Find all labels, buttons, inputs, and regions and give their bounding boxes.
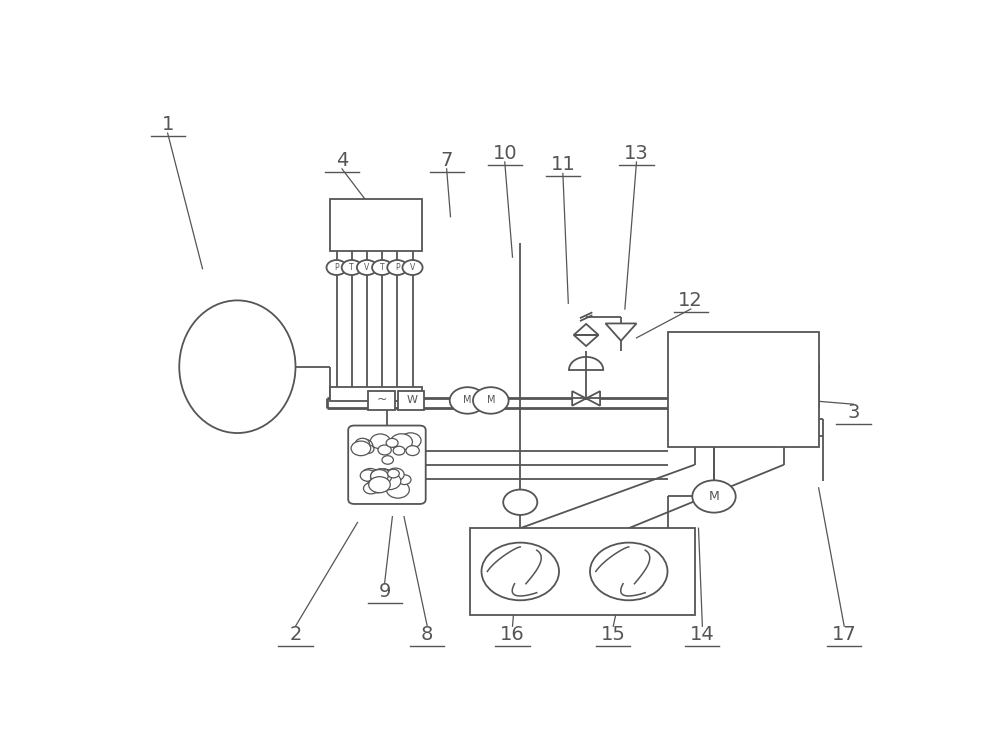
Circle shape bbox=[402, 260, 423, 275]
Circle shape bbox=[363, 483, 378, 494]
Circle shape bbox=[386, 478, 399, 488]
Text: 8: 8 bbox=[421, 625, 433, 644]
Circle shape bbox=[342, 260, 362, 275]
Circle shape bbox=[503, 490, 537, 515]
Polygon shape bbox=[574, 324, 599, 335]
Circle shape bbox=[386, 438, 398, 447]
Circle shape bbox=[372, 260, 392, 275]
Polygon shape bbox=[572, 391, 586, 406]
Circle shape bbox=[406, 446, 419, 455]
Circle shape bbox=[360, 470, 376, 482]
Bar bbox=[668, 332, 819, 447]
Text: 7: 7 bbox=[440, 151, 453, 170]
Text: 13: 13 bbox=[624, 144, 649, 163]
Text: P: P bbox=[334, 263, 339, 272]
Text: 1: 1 bbox=[161, 115, 174, 134]
Circle shape bbox=[362, 445, 374, 453]
Text: W: W bbox=[406, 395, 417, 405]
Text: 17: 17 bbox=[832, 625, 857, 644]
Circle shape bbox=[590, 542, 668, 600]
Text: M: M bbox=[463, 395, 472, 405]
Polygon shape bbox=[586, 391, 600, 406]
Circle shape bbox=[692, 480, 736, 512]
Bar bbox=[470, 528, 695, 615]
Circle shape bbox=[355, 439, 373, 452]
Text: 11: 11 bbox=[550, 155, 575, 175]
Text: 14: 14 bbox=[690, 625, 715, 644]
Text: 15: 15 bbox=[601, 625, 626, 644]
Circle shape bbox=[375, 478, 392, 491]
Text: T: T bbox=[380, 263, 384, 272]
Bar bbox=[330, 199, 422, 252]
Text: 10: 10 bbox=[492, 144, 517, 163]
Bar bbox=[330, 387, 422, 401]
Circle shape bbox=[378, 473, 401, 490]
Circle shape bbox=[351, 441, 371, 455]
Circle shape bbox=[382, 455, 393, 464]
Circle shape bbox=[387, 260, 407, 275]
Circle shape bbox=[393, 446, 405, 455]
Circle shape bbox=[371, 469, 392, 485]
Circle shape bbox=[362, 468, 379, 482]
Circle shape bbox=[327, 260, 347, 275]
Bar bbox=[368, 391, 395, 410]
Circle shape bbox=[370, 434, 390, 449]
Circle shape bbox=[371, 470, 388, 482]
FancyBboxPatch shape bbox=[348, 425, 426, 504]
Circle shape bbox=[374, 469, 393, 482]
Text: ~: ~ bbox=[377, 393, 388, 407]
Circle shape bbox=[388, 469, 399, 478]
Text: T: T bbox=[349, 263, 354, 272]
Text: M: M bbox=[709, 490, 719, 503]
Circle shape bbox=[450, 387, 485, 413]
Circle shape bbox=[378, 445, 391, 455]
Circle shape bbox=[387, 468, 404, 481]
Text: M: M bbox=[487, 395, 495, 405]
Text: V: V bbox=[410, 263, 415, 272]
Text: V: V bbox=[364, 263, 370, 272]
Circle shape bbox=[473, 387, 509, 413]
Circle shape bbox=[400, 433, 421, 449]
Text: 2: 2 bbox=[289, 625, 302, 644]
Text: 3: 3 bbox=[847, 404, 860, 422]
Text: 4: 4 bbox=[336, 151, 348, 170]
Circle shape bbox=[482, 542, 559, 600]
Text: 9: 9 bbox=[378, 582, 391, 601]
Circle shape bbox=[355, 438, 369, 449]
Circle shape bbox=[398, 475, 411, 485]
Text: 12: 12 bbox=[678, 291, 703, 310]
Polygon shape bbox=[574, 335, 599, 346]
Circle shape bbox=[386, 481, 409, 498]
Ellipse shape bbox=[179, 300, 296, 433]
Polygon shape bbox=[606, 324, 637, 341]
Circle shape bbox=[369, 476, 390, 493]
Bar bbox=[398, 391, 424, 410]
Text: P: P bbox=[395, 263, 400, 272]
Circle shape bbox=[390, 434, 412, 450]
Text: 16: 16 bbox=[500, 625, 525, 644]
Circle shape bbox=[357, 260, 377, 275]
Circle shape bbox=[387, 478, 398, 486]
Circle shape bbox=[367, 479, 386, 493]
